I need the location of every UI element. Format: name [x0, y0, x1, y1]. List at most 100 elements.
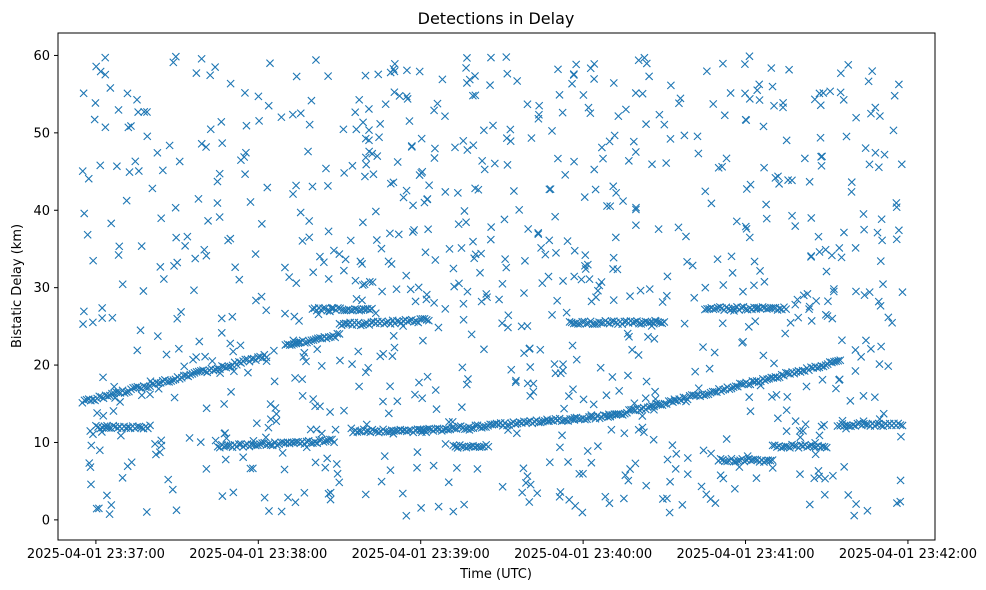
detection-marker	[168, 485, 177, 494]
detection-marker	[666, 477, 675, 486]
detection-marker	[658, 494, 667, 503]
detection-marker	[521, 418, 530, 427]
detection-marker	[805, 305, 814, 314]
detection-marker	[597, 277, 606, 286]
detection-marker	[272, 417, 281, 426]
detection-marker	[782, 305, 791, 314]
detection-marker	[423, 195, 432, 203]
detection-marker	[800, 154, 809, 163]
detection-marker	[572, 355, 581, 364]
detection-marker	[105, 510, 114, 519]
detection-marker	[894, 80, 903, 89]
detection-marker	[417, 134, 426, 143]
detection-marker	[373, 152, 382, 161]
detection-marker	[257, 219, 266, 228]
detection-marker	[498, 279, 507, 288]
detection-marker	[849, 421, 858, 429]
detection-marker	[469, 237, 477, 246]
detection-marker	[393, 158, 402, 167]
detection-marker	[876, 301, 885, 310]
detection-marker	[506, 125, 515, 134]
detection-marker	[328, 303, 337, 312]
detection-marker	[816, 133, 825, 142]
detection-marker	[278, 448, 287, 457]
detection-marker	[737, 303, 746, 312]
detection-marker	[822, 443, 831, 452]
detection-marker	[288, 110, 297, 119]
detection-marker	[741, 89, 750, 98]
detection-marker	[98, 314, 107, 323]
detection-marker	[335, 329, 344, 338]
detection-marker	[402, 271, 411, 280]
detection-marker	[266, 440, 275, 449]
detection-marker	[358, 218, 367, 227]
detection-marker	[603, 201, 611, 210]
detection-marker	[418, 336, 427, 345]
detection-marker	[465, 75, 474, 84]
detection-marker	[311, 402, 320, 411]
detection-marker	[741, 115, 750, 124]
detection-marker	[126, 122, 135, 131]
detection-marker	[609, 79, 618, 88]
detection-marker	[389, 331, 398, 340]
detection-marker	[317, 429, 326, 438]
detection-marker	[624, 476, 633, 485]
detection-marker	[658, 298, 667, 307]
detection-marker	[610, 131, 619, 140]
detection-marker	[309, 268, 318, 277]
detection-marker	[742, 224, 751, 233]
detection-marker	[140, 107, 149, 116]
detection-marker	[658, 319, 667, 328]
detection-marker	[861, 336, 870, 345]
detection-marker	[762, 214, 771, 223]
detection-marker	[146, 377, 155, 386]
detection-marker	[818, 152, 827, 161]
detection-marker	[877, 421, 886, 430]
detection-marker	[377, 477, 386, 486]
detection-marker	[251, 296, 260, 305]
detection-marker	[862, 420, 871, 429]
detection-marker	[477, 297, 486, 306]
detection-marker	[156, 262, 165, 271]
detection-marker	[440, 112, 449, 121]
detection-marker	[325, 307, 334, 316]
detection-marker	[107, 219, 116, 228]
detection-marker	[782, 427, 791, 436]
detection-marker	[194, 194, 203, 203]
detection-marker	[229, 367, 238, 376]
detection-marker	[565, 317, 574, 326]
detection-marker	[311, 458, 320, 467]
detection-marker	[768, 463, 777, 472]
detection-marker	[425, 181, 434, 190]
detection-marker	[495, 295, 504, 304]
detection-marker	[421, 248, 430, 257]
detection-marker	[202, 251, 211, 260]
detection-marker	[707, 449, 716, 458]
detection-marker	[868, 67, 877, 76]
detection-marker	[554, 65, 562, 74]
detection-marker	[631, 221, 640, 230]
detection-marker	[714, 163, 723, 172]
detection-marker	[853, 419, 862, 428]
detection-marker	[586, 64, 595, 73]
detection-marker	[896, 432, 905, 441]
detection-marker	[773, 373, 782, 382]
detection-marker	[112, 162, 121, 171]
detection-marker	[796, 433, 805, 442]
detection-marker	[716, 454, 725, 463]
detection-marker	[768, 82, 777, 91]
detection-marker	[551, 212, 560, 221]
detection-marker	[96, 67, 105, 76]
detection-marker	[756, 381, 765, 390]
detection-marker	[412, 317, 421, 326]
detection-marker	[569, 70, 578, 79]
detection-marker	[648, 160, 657, 169]
detection-marker	[433, 99, 442, 108]
detection-marker	[154, 384, 163, 393]
detection-marker	[280, 263, 289, 272]
detection-marker	[699, 343, 708, 352]
detection-marker	[457, 244, 466, 252]
detection-marker	[153, 332, 162, 341]
detection-marker	[434, 502, 443, 511]
detection-marker	[91, 98, 100, 107]
